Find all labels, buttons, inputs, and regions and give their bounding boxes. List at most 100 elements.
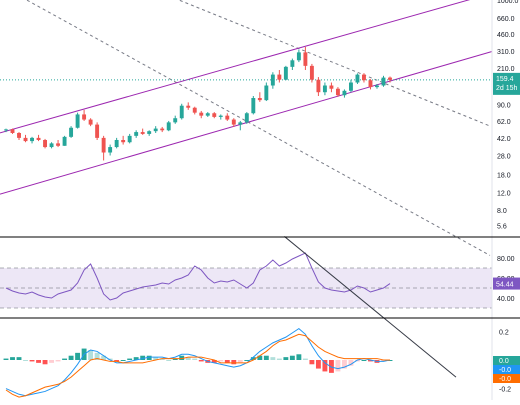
macd-value-tag xyxy=(493,365,520,374)
candle-body xyxy=(303,52,308,66)
candle-body xyxy=(277,74,282,80)
macd-histogram-bar xyxy=(368,360,373,362)
macd-histogram-bar xyxy=(62,358,68,360)
macd-histogram-bar xyxy=(250,357,256,360)
macd-histogram-bar xyxy=(289,355,295,360)
candle-body xyxy=(290,60,295,67)
candle-body xyxy=(296,52,301,61)
price-tick-label: 62.0 xyxy=(497,119,511,126)
last-price-tag xyxy=(493,72,520,95)
macd-histogram-bar xyxy=(107,358,113,360)
candle-body xyxy=(192,107,197,113)
candle-body xyxy=(43,139,48,148)
candle-body xyxy=(316,79,321,93)
macd-histogram-bar xyxy=(185,357,191,360)
price-tick-label: 5.6 xyxy=(497,224,507,231)
price-tick-label: 460.0 xyxy=(497,32,515,39)
candle-body xyxy=(205,113,210,116)
price-tick-label: 12.0 xyxy=(497,190,511,197)
macd-histogram-bar xyxy=(179,355,185,360)
macd-histogram-bar xyxy=(42,360,48,365)
candle-body xyxy=(368,80,373,88)
macd-value-label: -0.0 xyxy=(499,376,511,383)
macd-histogram-bar xyxy=(328,360,334,373)
candle-body xyxy=(173,118,178,123)
macd-histogram-bar xyxy=(224,360,230,363)
macd-histogram-bar xyxy=(218,360,224,362)
macd-tick-label: 0.2 xyxy=(499,329,509,336)
candle-body xyxy=(88,119,93,125)
price-tick-label: 1000.0 xyxy=(497,0,519,5)
candle-body xyxy=(388,77,392,80)
candle-body xyxy=(251,98,256,114)
rsi-value-tag xyxy=(493,277,520,290)
macd-value-tag xyxy=(493,374,520,383)
candle-body xyxy=(362,74,366,81)
candle-body xyxy=(4,129,8,131)
candle-body xyxy=(75,114,80,128)
macd-histogram-bar xyxy=(153,357,159,360)
candle-body xyxy=(121,139,126,143)
candle-body xyxy=(166,122,171,131)
rsi-tick-label: 80.00 xyxy=(497,256,515,263)
candle-body xyxy=(186,105,191,108)
macd-histogram-bar xyxy=(355,360,360,362)
macd-histogram-bar xyxy=(23,360,28,361)
macd-histogram-bar xyxy=(29,360,35,362)
candle-body xyxy=(101,137,106,153)
candle-body xyxy=(199,112,204,116)
macd-histogram-bar xyxy=(114,360,120,362)
candle-body xyxy=(270,74,275,86)
macd-histogram-bar xyxy=(231,360,237,365)
candle-body xyxy=(160,128,165,131)
macd-histogram-bar xyxy=(3,358,9,360)
candle-body xyxy=(238,122,243,125)
macd-histogram-bar xyxy=(88,350,94,360)
price-tick-label: 210.0 xyxy=(497,66,515,73)
countdown-label: 2d 15h xyxy=(496,85,518,92)
macd-histogram-bar xyxy=(315,360,321,369)
candle-body xyxy=(108,147,113,153)
candle-body xyxy=(134,132,139,136)
candle-body xyxy=(56,143,61,146)
macd-histogram-bar xyxy=(335,360,341,372)
trend-line xyxy=(177,0,491,127)
macd-histogram-bar xyxy=(348,360,354,366)
macd-histogram-bar xyxy=(198,360,204,362)
macd-histogram-bar xyxy=(270,357,276,360)
candle-body xyxy=(10,129,15,133)
macd-histogram-bar xyxy=(120,360,126,361)
candle-body xyxy=(69,127,74,137)
macd-histogram-bar xyxy=(159,358,165,360)
rsi-value-label: 54.44 xyxy=(496,282,514,289)
macd-histogram-bar xyxy=(140,355,146,360)
price-tick-label: 42.0 xyxy=(497,136,511,143)
candle-body xyxy=(147,131,152,134)
candle-body xyxy=(348,82,353,91)
channel-upper-line xyxy=(0,0,471,134)
candle-body xyxy=(95,124,100,138)
candle-body xyxy=(342,90,347,96)
macd-histogram-bar xyxy=(146,355,152,360)
channel-lower-line xyxy=(0,51,493,195)
macd-histogram-bar xyxy=(381,360,386,362)
price-tick-label: 310.0 xyxy=(497,49,515,56)
candle-body xyxy=(218,115,223,117)
candle-body xyxy=(264,85,269,101)
candle-body xyxy=(114,139,119,148)
price-tick-label: 28.0 xyxy=(497,154,511,161)
candle-body xyxy=(179,105,184,119)
macd-histogram-bar xyxy=(49,360,54,363)
signal-line xyxy=(5,333,390,398)
candle-body xyxy=(23,137,28,142)
candle-body xyxy=(355,74,360,83)
macd-histogram-bar xyxy=(237,360,243,363)
macd-histogram-bar xyxy=(283,357,289,360)
candle-body xyxy=(231,119,236,125)
candle-body xyxy=(36,137,41,140)
macd-value-label: 0.0 xyxy=(499,358,509,365)
macd-histogram-bar xyxy=(302,358,308,360)
macd-histogram-bar xyxy=(276,358,282,360)
